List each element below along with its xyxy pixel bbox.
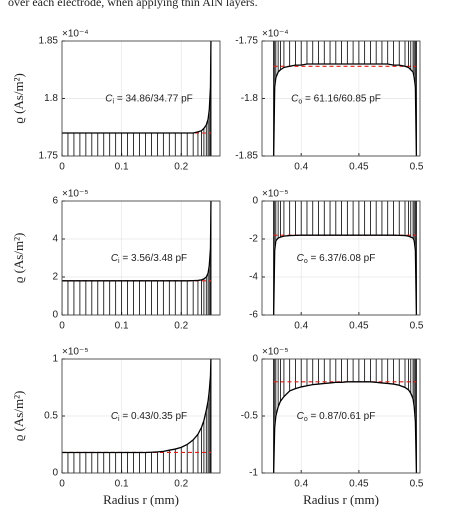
x-tick-label: 0 [59,321,65,332]
plot-area [273,359,418,473]
annotation-text: = 34.86/34.77 pF [114,93,193,104]
axes-box [261,40,421,157]
y-tick-label: -1.85 [235,151,258,162]
annotation-symbol: C [291,93,299,104]
y-tick-label: -1.8 [241,93,259,104]
annotation-subscript: i [118,258,120,265]
annotation-symbol: C [297,411,305,422]
annotation: Co = 6.37/6.08 pF [297,253,376,265]
annotation: Co = 61.16/60.85 pF [291,93,381,105]
y-multiplier: ×10⁻⁵ [62,189,88,200]
y-tick-label: 1.8 [44,93,58,104]
curve [62,359,212,454]
y-axis-label: ϱ (As/m²) [11,391,26,442]
y-tick-label: 0 [52,310,58,321]
annotation-subscript: o [298,98,302,105]
annotation-symbol: C [105,93,113,104]
y-axis-label: ϱ (As/m²) [11,233,26,284]
curve [273,381,418,473]
y-tick-label: 0 [252,354,258,365]
y-tick-label: -1.75 [235,36,258,47]
x-tick-label: 0.2 [174,479,188,490]
x-tick-label: 0.5 [410,479,424,490]
x-tick-label: 0.5 [410,321,424,332]
x-tick-label: 0.45 [349,321,369,332]
x-tick-label: 0.1 [115,321,129,332]
x-axis-label: Radius r (mm) [303,492,379,507]
y-tick-label: -2 [249,234,258,245]
y-tick-label: 1.75 [39,151,59,162]
y-tick-label: 6 [52,196,58,207]
x-tick-label: 0.45 [349,479,369,490]
annotation: Ci = 3.56/3.48 pF [111,253,187,265]
y-tick-label: 4 [52,234,58,245]
axes-box [61,200,221,316]
x-tick-label: 0 [59,479,65,490]
x-tick-label: 0.45 [349,162,369,173]
curve [62,201,212,282]
plot-area [273,41,418,156]
x-tick-label: 0 [59,162,65,173]
x-tick-label: 0.4 [294,162,308,173]
caption: over each electrode, when applying thin … [8,0,258,9]
y-tick-label: 1.85 [39,36,59,47]
curve [273,63,418,156]
y-tick-label: -0.5 [241,411,259,422]
y-tick-label: 2 [52,272,58,283]
plot-area [62,201,212,315]
annotation-symbol: C [297,253,305,264]
annotation-subscript: i [113,98,115,105]
y-multiplier: ×10⁻⁴ [62,29,89,40]
annotation: Co = 0.87/0.61 pF [297,411,376,423]
x-tick-label: 0.1 [115,162,129,173]
y-tick-label: 0.5 [44,411,58,422]
x-tick-label: 0.4 [294,479,308,490]
x-tick-label: 0.5 [410,162,424,173]
y-tick-label: 1 [52,354,58,365]
annotation-symbol: C [111,411,119,422]
y-tick-label: -1 [249,468,258,479]
curve [62,41,212,134]
curve [273,234,418,315]
y-multiplier: ×10⁻⁵ [262,189,288,200]
annotation: Ci = 34.86/34.77 pF [105,93,192,105]
y-axis-label: ϱ (As/m²) [11,73,26,124]
plot-area [62,41,212,156]
annotation-text: = 3.56/3.48 pF [120,253,188,264]
x-tick-label: 0.1 [115,479,129,490]
plot-area [273,201,418,315]
y-tick-label: 0 [52,468,58,479]
annotation: Ci = 0.43/0.35 pF [111,411,187,423]
axes-box [61,40,221,157]
y-multiplier: ×10⁻⁵ [262,347,288,358]
x-tick-label: 0.2 [174,162,188,173]
annotation-symbol: C [111,253,119,264]
axes-box [261,358,421,474]
y-multiplier: ×10⁻⁵ [62,347,88,358]
annotation-text: = 0.87/0.61 pF [308,411,376,422]
annotation-subscript: o [304,258,308,265]
y-tick-label: 0 [252,196,258,207]
plot-area [62,359,212,473]
annotation-text: = 6.37/6.08 pF [308,253,376,264]
x-tick-label: 0.2 [174,321,188,332]
y-tick-label: -4 [249,272,258,283]
annotation-text: = 0.43/0.35 pF [120,411,188,422]
x-axis-label: Radius r (mm) [103,492,179,507]
x-tick-label: 0.4 [294,321,308,332]
axes-box [261,200,421,316]
y-tick-label: -6 [249,310,258,321]
annotation-text: = 61.16/60.85 pF [302,93,381,104]
annotation-subscript: i [118,416,120,423]
y-multiplier: ×10⁻⁴ [262,29,289,40]
annotation-subscript: o [304,416,308,423]
axes-box [61,358,221,474]
